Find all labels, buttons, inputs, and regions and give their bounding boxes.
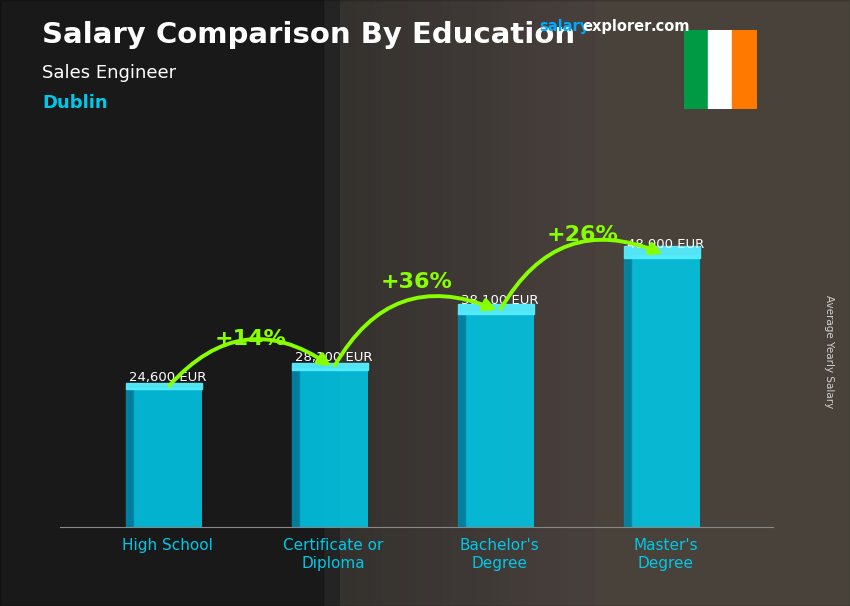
Bar bbox=[684, 30, 708, 109]
Text: 24,600 EUR: 24,600 EUR bbox=[128, 371, 206, 384]
FancyArrowPatch shape bbox=[335, 296, 493, 365]
Bar bbox=[127, 383, 202, 389]
Bar bbox=[625, 255, 631, 527]
Bar bbox=[298, 368, 368, 527]
Text: 38,100 EUR: 38,100 EUR bbox=[461, 295, 538, 307]
Bar bbox=[733, 30, 757, 109]
Text: Salary Comparison By Education: Salary Comparison By Education bbox=[42, 21, 575, 49]
Bar bbox=[465, 311, 535, 527]
Text: explorer: explorer bbox=[582, 19, 652, 35]
Text: 28,100 EUR: 28,100 EUR bbox=[295, 351, 372, 364]
Text: +26%: +26% bbox=[547, 225, 619, 245]
Text: .com: .com bbox=[650, 19, 689, 35]
Text: salary: salary bbox=[540, 19, 590, 35]
FancyArrowPatch shape bbox=[501, 240, 659, 309]
Bar bbox=[127, 388, 133, 527]
Text: +36%: +36% bbox=[381, 271, 452, 291]
Bar bbox=[458, 311, 465, 527]
Text: +14%: +14% bbox=[214, 329, 286, 349]
Text: 48,000 EUR: 48,000 EUR bbox=[627, 238, 704, 251]
Text: Sales Engineer: Sales Engineer bbox=[42, 64, 177, 82]
Text: Average Yearly Salary: Average Yearly Salary bbox=[824, 295, 834, 408]
Bar bbox=[631, 255, 700, 527]
Bar bbox=[458, 304, 535, 314]
Bar bbox=[133, 388, 202, 527]
FancyArrowPatch shape bbox=[169, 339, 327, 385]
Text: Dublin: Dublin bbox=[42, 94, 108, 112]
Bar bbox=[0, 0, 323, 606]
Bar bbox=[625, 246, 700, 258]
Bar bbox=[292, 362, 368, 370]
Bar bbox=[292, 368, 298, 527]
Bar bbox=[708, 30, 733, 109]
